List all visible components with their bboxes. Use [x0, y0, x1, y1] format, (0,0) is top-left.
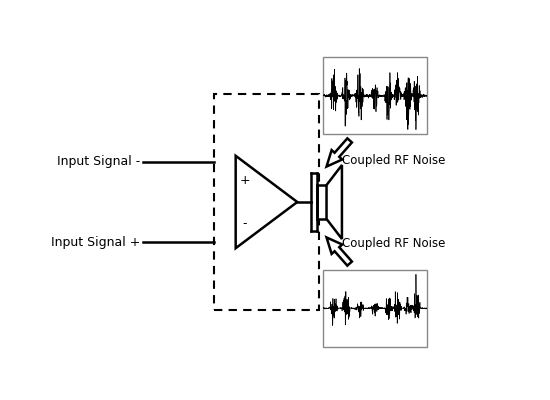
- Text: Input Signal +: Input Signal +: [51, 236, 140, 248]
- Text: Coupled RF Noise: Coupled RF Noise: [342, 237, 446, 250]
- Polygon shape: [235, 156, 297, 248]
- Polygon shape: [327, 238, 352, 266]
- Bar: [323, 270, 427, 347]
- Text: Input Signal -: Input Signal -: [57, 156, 140, 168]
- Polygon shape: [327, 165, 342, 239]
- Bar: [317, 185, 327, 219]
- Text: +: +: [240, 174, 250, 187]
- Bar: [323, 57, 427, 134]
- Polygon shape: [327, 138, 352, 166]
- Text: -: -: [243, 217, 247, 230]
- Bar: [214, 94, 319, 310]
- Text: Coupled RF Noise: Coupled RF Noise: [342, 154, 446, 167]
